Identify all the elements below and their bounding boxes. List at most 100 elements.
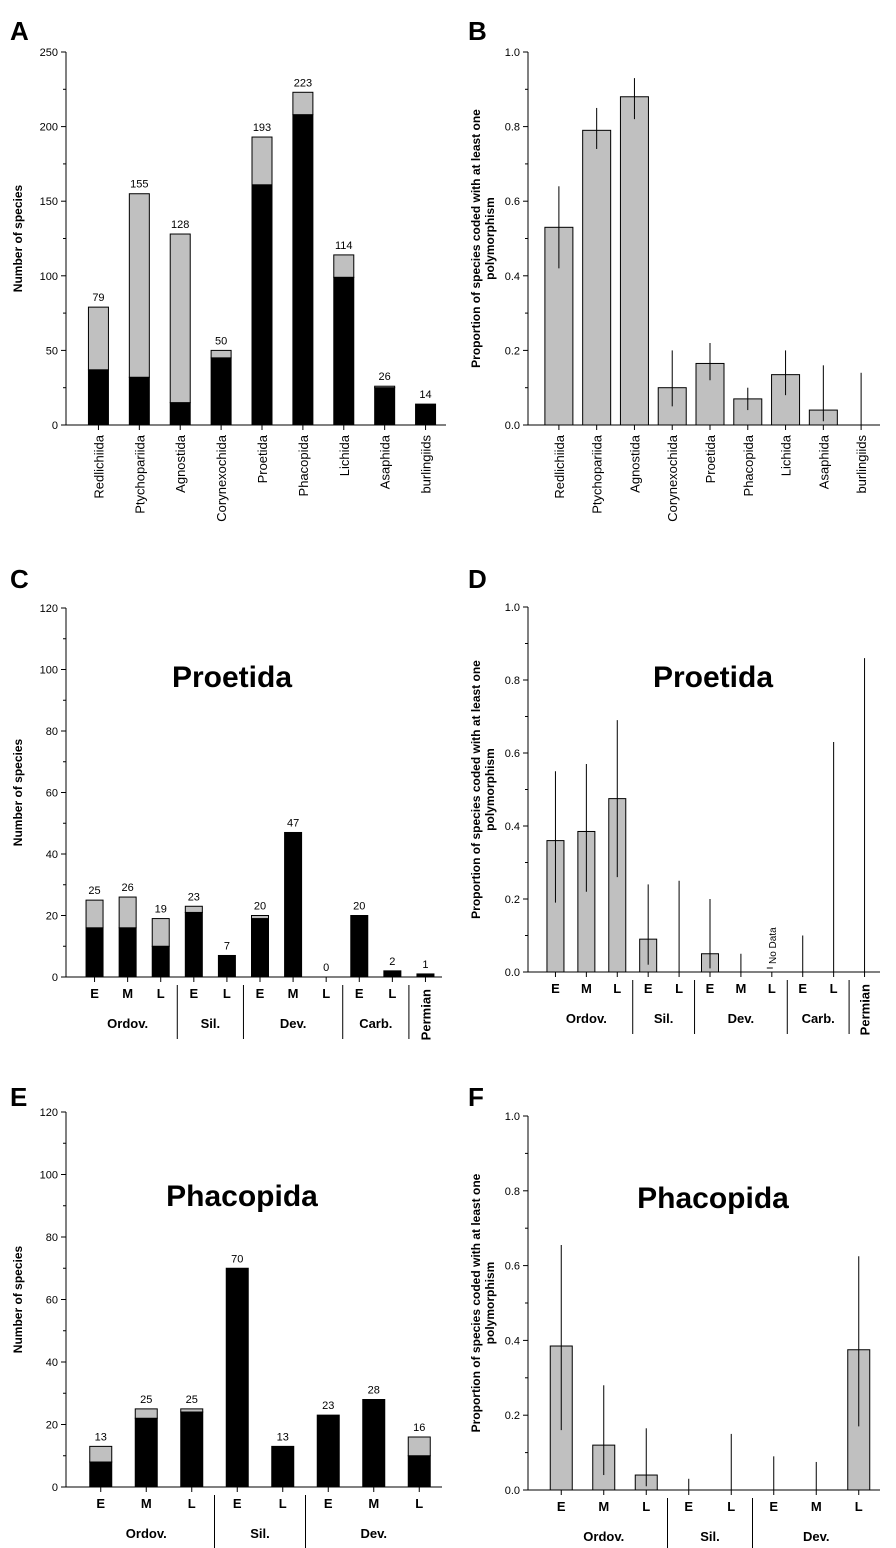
panel-a-y-tick-label: 50 [46, 345, 58, 357]
panel-f-category-label: M [811, 1499, 822, 1514]
panel-a-category-label: Ptychopariida [132, 434, 147, 514]
panel-c-category-label: M [288, 986, 299, 1001]
panel-d-y-axis-label-line: Proportion of species coded with at leas… [469, 660, 483, 919]
panel-e-bar-segment-gray [407, 1436, 431, 1457]
panel-c-y-tick-label: 100 [40, 665, 58, 677]
panel-f-y-tick-label: 1.0 [505, 1111, 520, 1123]
panel-d-annotation: No Data [768, 927, 779, 964]
panel-c-category-label: L [223, 986, 231, 1001]
panel-b-category-label: Redlichiida [552, 434, 567, 498]
panel-b-category-label: Agnostida [627, 434, 642, 493]
panel-e-bar-total-label: 70 [231, 1253, 243, 1265]
panel-c-bar-segment-black [383, 970, 402, 978]
panel-d-category-label: E [706, 981, 715, 996]
panel-f-y-tick-label: 0.6 [505, 1261, 520, 1273]
panel-e-category-label: L [415, 1496, 423, 1511]
panel-a-bar-total-label: 26 [379, 371, 391, 383]
panel-e-y-tick-label: 60 [46, 1295, 58, 1307]
panel-c-period-label: Sil. [201, 1016, 221, 1031]
panel-f-period-label: Ordov. [583, 1529, 624, 1544]
panel-d-period-label: Dev. [728, 1011, 755, 1026]
panel-d-category-label: L [613, 981, 621, 996]
panel-a-bar-segment-black [415, 403, 437, 426]
panel-e-y-tick-label: 20 [46, 1420, 58, 1432]
panel-a-bar-segment-black [251, 184, 273, 426]
panel-c-category-label: E [256, 986, 265, 1001]
panel-e-bar-total-label: 13 [95, 1431, 107, 1443]
panel-e-bar-total-label: 28 [368, 1385, 380, 1397]
panel-b-y-axis-label: Proportion of species coded with at leas… [469, 109, 497, 368]
panel-b-bar [619, 96, 649, 426]
panel-e-period-label: Sil. [250, 1526, 270, 1541]
panel-e-bar-segment-black [225, 1267, 249, 1488]
panel-c-category-label: L [322, 986, 330, 1001]
panel-c-bar-total-label: 25 [88, 885, 100, 897]
panel-c-title: Proetida [172, 661, 292, 694]
panel-a-bar-segment-gray [374, 385, 396, 389]
panel-b-y-axis-label-line: Proportion of species coded with at leas… [469, 109, 483, 368]
panel-a-bar-total-label: 223 [294, 77, 312, 89]
panel-f-category-label: E [769, 1499, 778, 1514]
panel-a-bar-total-label: 50 [215, 335, 227, 347]
panel-c-bar-segment-gray [118, 896, 137, 929]
panel-d-y-tick-label: 0.8 [505, 675, 520, 687]
panel-b-bar [582, 129, 612, 426]
panel-c-period-label: Carb. [359, 1016, 392, 1031]
panel-a-bar-total-label: 155 [130, 179, 148, 191]
panel-d-category-label: E [551, 981, 560, 996]
panel-c-letter: C [10, 564, 29, 594]
panel-a-bar-segment-black [128, 376, 150, 426]
panel-f-category-label: E [684, 1499, 693, 1514]
panel-a-bar-segment-gray [87, 306, 109, 371]
panel-a-category-label: Corynexochida [214, 434, 229, 521]
panel-c-bar-segment-black [118, 927, 137, 978]
panel-a-bar-segment-black [292, 114, 314, 426]
panel-c-bar-segment-black [151, 945, 170, 978]
panel-c-category-label: E [189, 986, 198, 1001]
panel-d-category-label: E [644, 981, 653, 996]
panel-a-bar-total-label: 14 [419, 389, 431, 401]
panel-e-bar-segment-black [407, 1455, 431, 1488]
panel-c-y-tick-label: 60 [46, 788, 58, 800]
panel-f-y-axis-label-line: Proportion of species coded with at leas… [469, 1173, 483, 1432]
panel-a-bar-segment-gray [169, 233, 191, 404]
panel-c-category-label: E [355, 986, 364, 1001]
panel-e-letter: E [10, 1082, 27, 1112]
panel-a-category-label: Asaphida [378, 434, 393, 489]
panel-a-category-label: Lichida [337, 434, 352, 476]
panel-c-bar-total-label: 19 [155, 904, 167, 916]
panel-c-bar-total-label: 0 [323, 962, 329, 974]
panel-c-bar-total-label: 47 [287, 817, 299, 829]
panel-a-bar-segment-gray [251, 136, 273, 186]
panel-c-bar-total-label: 23 [188, 891, 200, 903]
panel-b-category-label: Ptychopariida [590, 434, 605, 514]
panel-d-y-tick-label: 0.6 [505, 748, 520, 760]
panel-e-y-tick-label: 100 [40, 1170, 58, 1182]
panel-c-y-tick-label: 0 [52, 972, 58, 984]
panel-f-period-label: Dev. [803, 1529, 830, 1544]
panel-b-category-label: Phacopida [741, 434, 756, 496]
panel-b-y-tick-label: 1.0 [505, 47, 520, 59]
panel-d-category-label: M [581, 981, 592, 996]
panel-c-bar-total-label: 26 [122, 882, 134, 894]
panel-e-category-label: E [96, 1496, 105, 1511]
panel-c-y-tick-label: 80 [46, 726, 58, 738]
panel-d-period-label: Carb. [802, 1011, 835, 1026]
panel-f-category-label: L [727, 1499, 735, 1514]
panel-b-category-label: Asaphida [816, 434, 831, 489]
panel-e-bar-total-label: 13 [277, 1431, 289, 1443]
panel-c-y-axis-label: Number of species [11, 738, 25, 846]
panel-c-y-tick-label: 120 [40, 603, 58, 615]
panel-f-y-axis-label: Proportion of species coded with at leas… [469, 1173, 497, 1432]
panel-f-category-label: L [855, 1499, 863, 1514]
panel-c-bar-segment-black [85, 927, 104, 978]
panel-a-letter: A [10, 16, 29, 46]
panel-f-y-tick-label: 0.0 [505, 1485, 520, 1497]
panel-d-category-label: M [735, 981, 746, 996]
panel-c-bar-segment-black [217, 954, 236, 978]
panel-c-y-tick-label: 40 [46, 849, 58, 861]
panel-f-letter: F [468, 1082, 484, 1112]
panel-d-title: Proetida [653, 661, 773, 694]
panel-e-bar-segment-gray [180, 1408, 204, 1413]
